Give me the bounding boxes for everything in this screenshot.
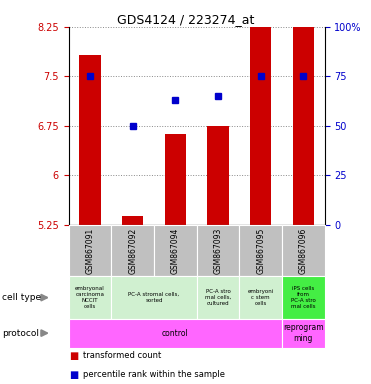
Text: GSM867094: GSM867094 bbox=[171, 227, 180, 274]
Text: embryonal
carcinoma
NCCIT
cells: embryonal carcinoma NCCIT cells bbox=[75, 286, 105, 309]
Bar bbox=[293, 0, 314, 225]
Text: embryoni
c stem
cells: embryoni c stem cells bbox=[247, 289, 274, 306]
Bar bbox=[79, 55, 101, 225]
Text: GSM867092: GSM867092 bbox=[128, 227, 137, 274]
Text: GDS4124 / 223274_at: GDS4124 / 223274_at bbox=[117, 13, 254, 26]
Text: iPS cells
from
PC-A stro
mal cells: iPS cells from PC-A stro mal cells bbox=[291, 286, 316, 309]
Text: PC-A stromal cells,
sorted: PC-A stromal cells, sorted bbox=[128, 292, 180, 303]
Text: protocol: protocol bbox=[2, 329, 39, 338]
Text: GSM867096: GSM867096 bbox=[299, 227, 308, 274]
Bar bbox=[250, 7, 271, 225]
Text: GSM867095: GSM867095 bbox=[256, 227, 265, 274]
Text: transformed count: transformed count bbox=[83, 351, 161, 359]
Text: percentile rank within the sample: percentile rank within the sample bbox=[83, 370, 225, 379]
Bar bbox=[122, 216, 143, 225]
Text: ■: ■ bbox=[69, 370, 78, 380]
Text: PC-A stro
mal cells,
cultured: PC-A stro mal cells, cultured bbox=[205, 289, 231, 306]
Text: GSM867093: GSM867093 bbox=[213, 227, 223, 274]
Bar bbox=[165, 134, 186, 225]
Text: GSM867091: GSM867091 bbox=[85, 227, 95, 274]
Text: reprogram
ming: reprogram ming bbox=[283, 323, 324, 343]
Text: ■: ■ bbox=[69, 351, 78, 361]
Text: cell type: cell type bbox=[2, 293, 41, 302]
Text: control: control bbox=[162, 329, 189, 338]
Bar bbox=[207, 126, 229, 225]
